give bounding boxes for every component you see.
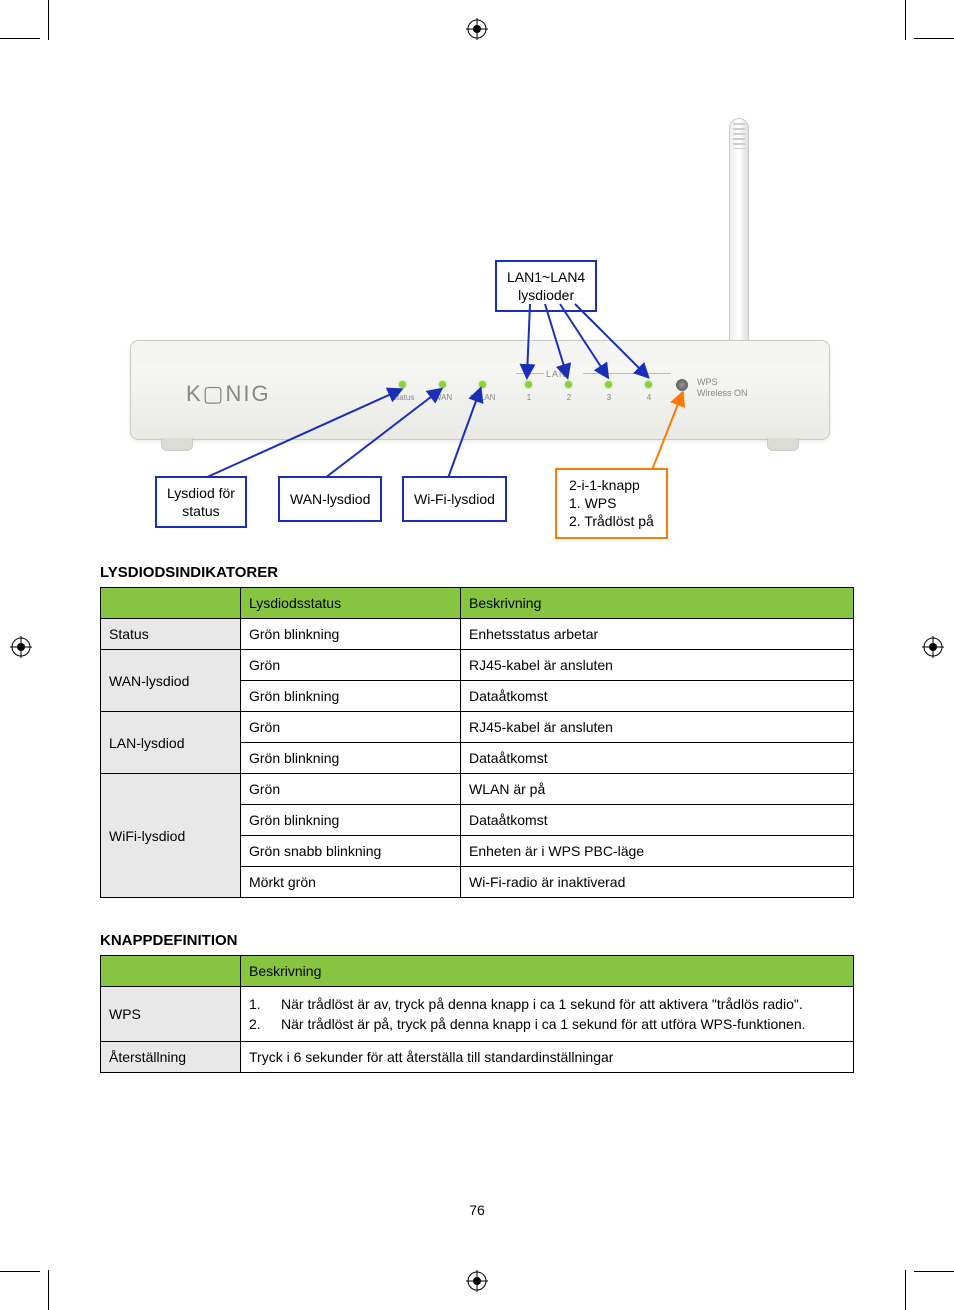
table-cell-name: WAN-lysdiod xyxy=(101,650,241,712)
table-header-desc: Beskrivning xyxy=(461,588,854,619)
lan-group-label: LAN xyxy=(546,369,567,379)
router-led-label: Status xyxy=(392,393,415,402)
table-cell-status: Grön snabb blinkning xyxy=(241,836,461,867)
table-cell-desc: Tryck i 6 sekunder för att återställa ti… xyxy=(241,1042,854,1073)
table-cell-name: WPS xyxy=(101,987,241,1042)
table-cell-desc: RJ45-kabel är ansluten xyxy=(461,712,854,743)
table-cell-desc: 1.När trådlöst är av, tryck på denna kna… xyxy=(241,987,854,1042)
router-brand: K▢NIG xyxy=(186,381,271,407)
table-cell-name: WiFi-lysdiod xyxy=(101,774,241,898)
table-row: LAN-lysdiodGrönRJ45-kabel är ansluten xyxy=(101,712,854,743)
callout-wifi-led: Wi-Fi-lysdiod xyxy=(402,476,507,522)
table-cell-desc: Dataåtkomst xyxy=(461,681,854,712)
router-led-label: WAN xyxy=(434,393,452,402)
registration-mark-icon xyxy=(466,18,488,40)
router-led-icon xyxy=(565,381,572,388)
router-body: K▢NIG LAN Status WAN W.LAN 1 2 3 4 WPS Wireles… xyxy=(130,340,830,440)
table-cell-status: Grön blinkning xyxy=(241,619,461,650)
table-row: WiFi-lysdiodGrönWLAN är på xyxy=(101,774,854,805)
table-cell-name: Status xyxy=(101,619,241,650)
wps-button-label: WPS Wireless ON xyxy=(697,377,748,399)
table-cell-status: Grön blinkning xyxy=(241,743,461,774)
table-header-empty xyxy=(101,956,241,987)
callout-text: Lysdiod för xyxy=(167,485,235,501)
wps-button-icon xyxy=(676,379,688,391)
table-header-empty xyxy=(101,588,241,619)
table-cell-status: Grön xyxy=(241,650,461,681)
registration-mark-icon xyxy=(466,1270,488,1292)
wps-label-line2: Wireless ON xyxy=(697,388,748,398)
button-definition-table: Beskrivning WPS 1.När trådlöst är av, tr… xyxy=(100,955,854,1073)
callout-text: Wi-Fi-lysdiod xyxy=(414,491,495,507)
table-cell-name: LAN-lysdiod xyxy=(101,712,241,774)
table-header-status: Lysdiodsstatus xyxy=(241,588,461,619)
callout-lan-leds: LAN1~LAN4 lysdioder xyxy=(495,260,597,312)
page-number: 76 xyxy=(100,1202,854,1218)
table-cell-status: Grön blinkning xyxy=(241,681,461,712)
table-cell-status: Grön blinkning xyxy=(241,805,461,836)
router-led-icon xyxy=(399,381,406,388)
table-row: WPS 1.När trådlöst är av, tryck på denna… xyxy=(101,987,854,1042)
router-led-icon xyxy=(645,381,652,388)
wps-label-line1: WPS xyxy=(697,377,718,387)
table-cell-desc: Enheten är i WPS PBC-läge xyxy=(461,836,854,867)
table-cell-desc: Dataåtkomst xyxy=(461,743,854,774)
crop-mark xyxy=(905,0,906,40)
list-item-text: När trådlöst är på, tryck på denna knapp… xyxy=(281,1016,806,1032)
router-antenna xyxy=(729,118,749,343)
callout-text: lysdioder xyxy=(518,287,574,303)
table-row: WAN-lysdiodGrönRJ45-kabel är ansluten xyxy=(101,650,854,681)
list-item-text: När trådlöst är av, tryck på denna knapp… xyxy=(281,996,803,1012)
router-led-icon xyxy=(439,381,446,388)
callout-text: 2. Trådlöst på xyxy=(569,513,654,529)
table-cell-desc: Enhetsstatus arbetar xyxy=(461,619,854,650)
table-cell-name: Återställning xyxy=(101,1042,241,1073)
table-cell-desc: Wi-Fi-radio är inaktiverad xyxy=(461,867,854,898)
table-row: StatusGrön blinkningEnhetsstatus arbetar xyxy=(101,619,854,650)
section-heading-led-indicators: LYSDIODSINDIKATORER xyxy=(100,564,854,581)
crop-mark xyxy=(48,0,49,40)
callout-text: LAN1~LAN4 xyxy=(507,269,585,285)
crop-mark xyxy=(48,1270,49,1310)
router-led-label: 1 xyxy=(527,393,531,402)
registration-mark-icon xyxy=(10,636,32,658)
crop-mark xyxy=(905,1270,906,1310)
callout-text: 2-i-1-knapp xyxy=(569,477,640,493)
router-led-label: 4 xyxy=(647,393,651,402)
crop-mark xyxy=(914,38,954,39)
router-led-label: W.LAN xyxy=(471,393,496,402)
router-led-label: 3 xyxy=(607,393,611,402)
registration-mark-icon xyxy=(922,636,944,658)
page-content: K▢NIG LAN Status WAN W.LAN 1 2 3 4 WPS Wireles… xyxy=(100,60,854,1250)
router-led-icon xyxy=(605,381,612,388)
lan-group-line xyxy=(516,373,544,374)
router-led-icon xyxy=(525,381,532,388)
table-cell-desc: RJ45-kabel är ansluten xyxy=(461,650,854,681)
table-cell-desc: WLAN är på xyxy=(461,774,854,805)
table-header-desc: Beskrivning xyxy=(241,956,854,987)
callout-text: WAN-lysdiod xyxy=(290,491,370,507)
crop-mark xyxy=(0,1271,40,1272)
table-cell-desc: Dataåtkomst xyxy=(461,805,854,836)
router-led-label: 2 xyxy=(567,393,571,402)
crop-mark xyxy=(0,38,40,39)
led-indicator-table: Lysdiodsstatus Beskrivning StatusGrön bl… xyxy=(100,587,854,898)
callout-status-led: Lysdiod för status xyxy=(155,476,247,528)
table-row: Återställning Tryck i 6 sekunder för att… xyxy=(101,1042,854,1073)
router-led-icon xyxy=(479,381,486,388)
table-cell-status: Mörkt grön xyxy=(241,867,461,898)
callout-wan-led: WAN-lysdiod xyxy=(278,476,382,522)
lan-group-line xyxy=(583,373,671,374)
crop-mark xyxy=(914,1271,954,1272)
section-heading-button-definition: KNAPPDEFINITION xyxy=(100,932,854,949)
callout-2in1-button: 2-i-1-knapp 1. WPS 2. Trådlöst på xyxy=(555,468,668,539)
callout-text: 1. WPS xyxy=(569,495,616,511)
table-cell-status: Grön xyxy=(241,774,461,805)
router-diagram: K▢NIG LAN Status WAN W.LAN 1 2 3 4 WPS Wireles… xyxy=(100,60,854,550)
callout-text: status xyxy=(182,503,219,519)
table-cell-status: Grön xyxy=(241,712,461,743)
